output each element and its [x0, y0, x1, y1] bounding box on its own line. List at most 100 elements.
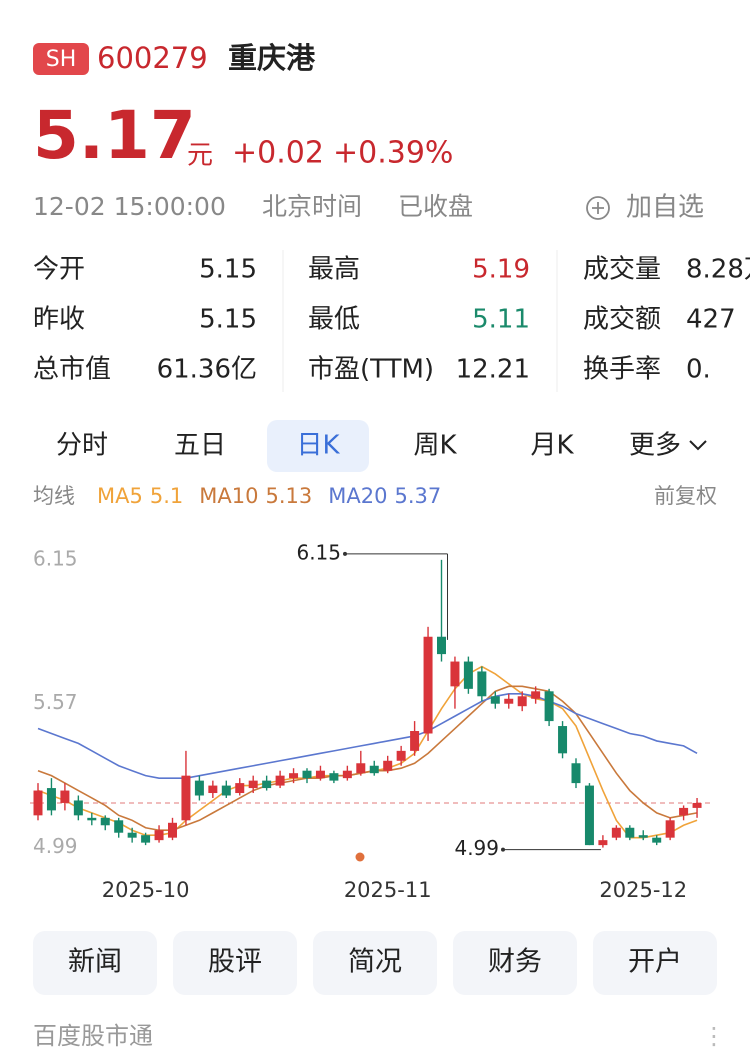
tab[interactable]: 周K [413, 431, 457, 461]
y-tick-label: 5.57 [33, 690, 78, 714]
legend-value: 5.37 [394, 484, 441, 508]
action-label[interactable]: 简况 [348, 947, 402, 978]
action-button[interactable] [593, 931, 717, 995]
stat-value: 5.11 [472, 305, 530, 335]
legend-name: MA10 [199, 484, 258, 508]
candle-body [33, 790, 43, 816]
ma-line [37, 692, 698, 779]
ma-line [37, 685, 698, 832]
candle-body [194, 780, 204, 796]
watch-button[interactable]: 加自选 [586, 193, 704, 223]
stat-label: 今开 [33, 255, 85, 285]
candle-body [504, 698, 514, 704]
candle-body [679, 807, 689, 816]
stat-label: 最高 [308, 255, 360, 285]
candle-body [517, 696, 527, 707]
candle-body [73, 800, 83, 816]
tabs: 分时 五日 日K 周K 月K 更多 [56, 420, 707, 472]
tab-highlight [267, 420, 369, 472]
stat-value: 5.15 [199, 305, 257, 335]
action-label[interactable]: 开户 [628, 947, 682, 978]
action-button[interactable] [173, 931, 297, 995]
action-button[interactable] [313, 931, 437, 995]
candle-body [598, 840, 608, 846]
candle-body [114, 820, 124, 833]
adjust[interactable]: 前复权 [654, 484, 717, 508]
stock-name: 重庆港 [228, 41, 316, 75]
stat-label: 最低 [308, 305, 360, 335]
stat-value: 5.19 [472, 255, 530, 285]
price: 5.17 [33, 97, 196, 174]
candle-body [490, 696, 500, 704]
candle-body [665, 820, 675, 838]
candle-body [181, 775, 191, 821]
candle-body [168, 822, 177, 838]
candle-body [356, 763, 366, 774]
action-label[interactable]: 财务 [488, 947, 542, 978]
candle-body [692, 802, 702, 808]
legend: MA5 5.1 MA10 5.13 MA20 5.37 [97, 484, 441, 508]
tab[interactable]: 日K [296, 431, 340, 461]
watch-icon-plus [592, 202, 604, 214]
tab[interactable]: 更多 [629, 431, 681, 461]
currency: 元 [187, 141, 213, 171]
action-label[interactable]: 新闻 [68, 947, 122, 978]
candle-body [262, 780, 272, 789]
action-button[interactable] [453, 931, 577, 995]
candle-body [584, 785, 594, 846]
status: 已收盘 [398, 192, 473, 221]
kline-chart: 6.15 5.57 4.99 2025-10 2025-11 2025-12 6.15 4.9… [30, 540, 712, 902]
ma-label: 均线 [33, 484, 75, 508]
stat-label: 市盈(TTM) [308, 355, 434, 385]
candle-body [154, 830, 164, 841]
exchange: SH [46, 47, 77, 72]
candle-body [625, 827, 635, 838]
time: 12-02 15:00:00 [33, 192, 226, 221]
max-label: 6.15 [296, 540, 341, 564]
candle-body [544, 691, 554, 722]
candle-body [248, 780, 258, 789]
stat-label: 成交量 [583, 255, 661, 285]
candle-body [369, 765, 379, 774]
tab-chevron [689, 440, 707, 451]
candle-body [531, 691, 541, 699]
candle-body [611, 827, 621, 838]
stat-value: 61.36亿 [157, 355, 257, 385]
stat-label: 总市值 [33, 355, 111, 385]
candle-body [46, 788, 56, 811]
stat-value: 5.15 [199, 255, 257, 285]
tab[interactable]: 分时 [56, 431, 108, 461]
exchange-badge [33, 43, 89, 75]
action-button[interactable] [33, 931, 157, 995]
timezone: 北京时间 [262, 192, 362, 221]
candle-body [652, 837, 662, 843]
candle-body [396, 750, 406, 761]
buttons: 新闻 股评 简况 财务 开户 [33, 931, 717, 995]
legend-value: 5.1 [150, 484, 183, 508]
candle-body [275, 775, 285, 786]
tab[interactable]: 五日 [174, 431, 226, 461]
more-menu[interactable]: ⋮ [702, 1022, 726, 1050]
action-label[interactable]: 股评 [208, 947, 262, 978]
candle-body [127, 832, 137, 838]
candle-body [329, 773, 339, 781]
tab[interactable]: 月K [530, 431, 574, 461]
stat-label: 昨收 [33, 305, 85, 335]
watch-label[interactable]: 加自选 [626, 193, 704, 223]
stat-value: 427 [686, 305, 736, 335]
candle-body [289, 773, 299, 779]
stat-label: 成交额 [583, 305, 661, 335]
event-dot [355, 852, 365, 862]
candle-body [423, 636, 433, 734]
candle-body [235, 783, 245, 794]
candle-body [383, 760, 393, 771]
change: +0.02 [232, 136, 324, 171]
legend-name: MA20 [328, 484, 387, 508]
legend-value: 5.13 [265, 484, 312, 508]
candle-body [60, 790, 70, 803]
legend-name: MA5 [97, 484, 143, 508]
candle-body [463, 661, 473, 689]
candle-body [221, 785, 231, 796]
x-tick-label: 2025-10 [102, 878, 190, 902]
